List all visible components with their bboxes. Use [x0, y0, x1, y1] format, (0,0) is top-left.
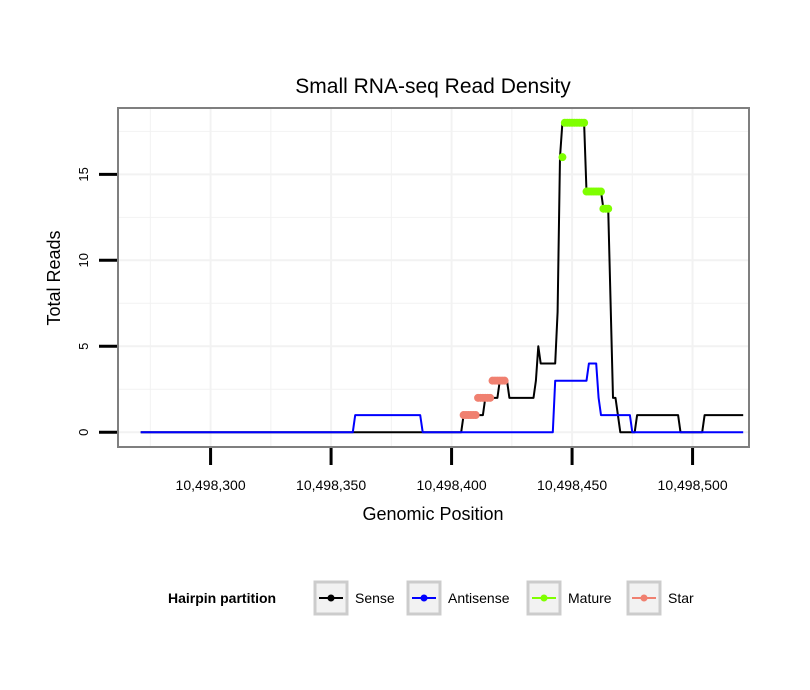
- legend-key-point-sense: [327, 594, 335, 602]
- x-tick-label-0: 10,498,300: [176, 477, 246, 493]
- x-tick-label-2: 10,498,400: [417, 477, 487, 493]
- y-tick-label-3: 15: [76, 167, 91, 181]
- legend-label-mature: Mature: [568, 590, 612, 606]
- x-tick-label-4: 10,498,500: [658, 477, 728, 493]
- x-tick-label-1: 10,498,350: [296, 477, 366, 493]
- mature-point-0: [558, 153, 567, 162]
- y-tick-label-0: 0: [76, 429, 91, 436]
- plot-panel: [119, 109, 748, 446]
- mature-point-9: [580, 118, 589, 127]
- star-point-5: [471, 411, 480, 420]
- legend-key-point-mature: [540, 594, 548, 602]
- legend-title: Hairpin partition: [168, 590, 276, 606]
- mature-point-16: [596, 187, 605, 196]
- grid: [119, 109, 748, 446]
- y-axis-label: Total Reads: [44, 230, 64, 325]
- x-tick-label-3: 10,498,450: [537, 477, 607, 493]
- plot-panel-border: [117, 107, 750, 448]
- star-point-11: [486, 393, 495, 402]
- star-point-17: [500, 376, 509, 385]
- y-tick-label-1: 5: [76, 343, 91, 350]
- antisense-series-line: [140, 362, 744, 434]
- series-layer: [140, 118, 744, 434]
- legend-label-star: Star: [668, 590, 694, 606]
- x-axis-label: Genomic Position: [362, 504, 503, 524]
- legend-key-point-star: [640, 594, 648, 602]
- legend-label-sense: Sense: [355, 590, 395, 606]
- y-tick-label-2: 10: [76, 253, 91, 267]
- axes: 10,498,300 10,498,350 10,498,400 10,498,450…: [76, 167, 728, 493]
- legend-key-point-antisense: [420, 594, 428, 602]
- legend: Hairpin partition Sense Antisense Mature St…: [168, 580, 694, 616]
- chart-title: Small RNA-seq Read Density: [295, 75, 571, 98]
- legend-label-antisense: Antisense: [448, 590, 510, 606]
- mature-point-19: [604, 204, 613, 213]
